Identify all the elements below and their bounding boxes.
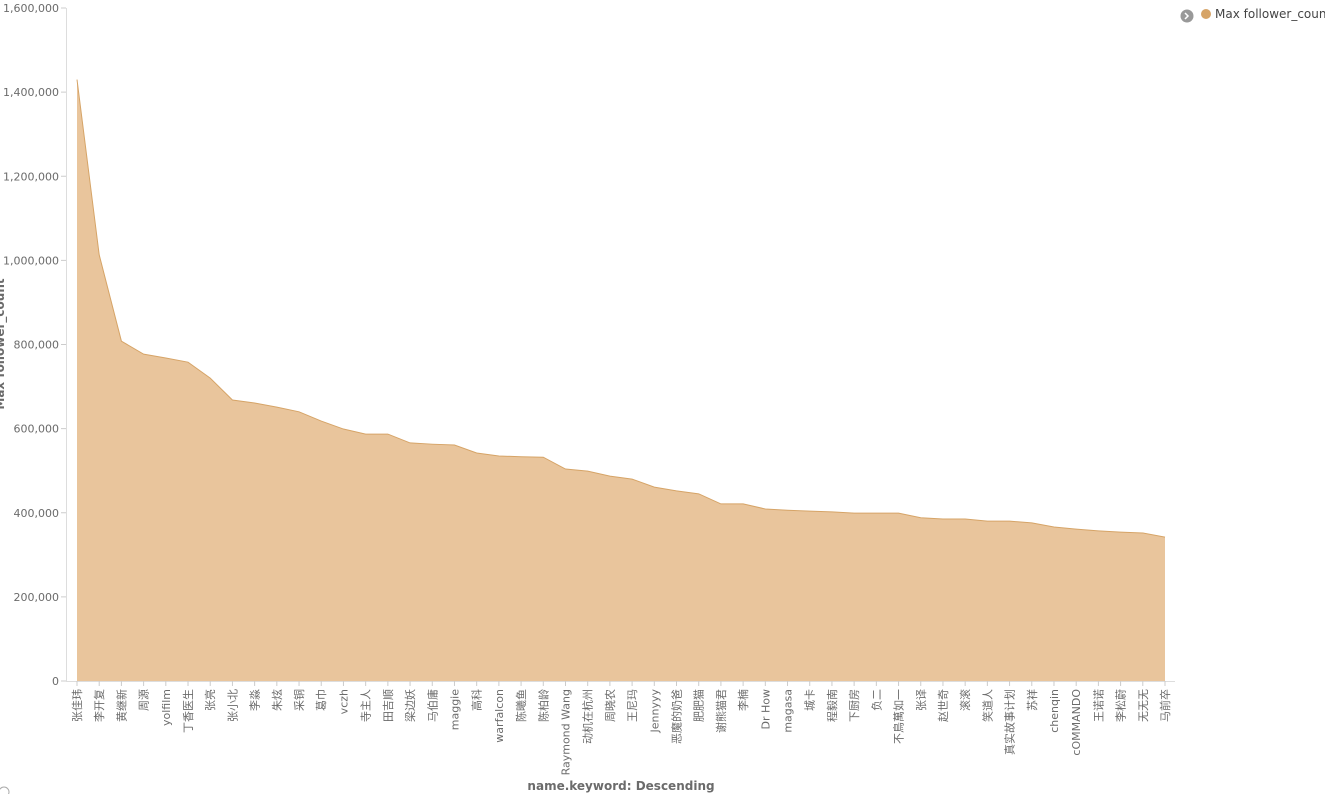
x-tick-label: Dr How [759,689,772,730]
x-tick-label: 陈曦鱼 [514,689,528,722]
x-tick-label: vczh [337,689,350,714]
y-tick-label: 1,200,000 [3,170,59,183]
legend-toggle-icon [1184,12,1190,20]
area-line [76,79,1166,538]
x-tick-label: Raymond Wang [559,689,572,775]
x-tick-label: cOMMANDO [1070,689,1083,756]
x-tick-label: 肥肥猫 [693,689,706,722]
y-tick-label: 400,000 [14,507,60,520]
x-tick-label: warfalcon [493,689,506,743]
x-tick-label: 采铜 [292,689,306,711]
x-tick-label: 张小北 [226,689,239,722]
x-tick-label: 负二 [869,689,883,711]
x-tick-label: 动机在杭州 [581,689,595,744]
y-axis-title: Max follower_count [0,278,8,409]
x-tick-label: 丁香医生 [181,689,195,733]
x-tick-label: Jennyyy [648,689,661,734]
y-tick-label: 600,000 [14,423,60,436]
y-tick-label: 1,600,000 [3,2,59,15]
x-tick-label: 周晓农 [603,689,617,722]
x-tick-label: 李松蔚 [1114,689,1128,722]
x-tick-label: 李淼 [248,689,262,711]
x-tick-label: 田吉顺 [382,689,395,722]
x-tick-label: 滚滚 [958,689,972,711]
x-tick-label: 苏祥 [1025,689,1039,711]
x-tick-label: 朱炫 [270,689,284,711]
x-tick-label: 寺主人 [360,689,373,722]
x-tick-label: 笑道人 [980,689,994,722]
x-tick-label: 谢熊猫君 [714,689,728,733]
x-tick-label: 程毅南 [825,689,839,722]
y-tick-label: 200,000 [14,591,60,604]
x-tick-label: maggie [448,689,461,730]
y-tick-label: 1,000,000 [3,254,59,267]
x-tick-label: 葛巾 [314,689,328,711]
x-tick-label: 恶魔的奶爸 [670,689,684,744]
x-tick-label: 下厨房 [848,689,861,722]
x-tick-label: 张佳玮 [70,689,84,722]
x-tick-label: 赵世奇 [936,689,950,722]
x-tick-label: 李开复 [92,689,106,722]
area [77,79,1165,682]
x-tick-label: chenqin [1048,689,1061,733]
x-tick-label: 张亮 [203,689,217,711]
x-tick-label: 城卡 [804,689,817,711]
x-tick-label: 张译 [915,689,928,711]
x-tick-label: 真实故事计划 [1003,689,1017,755]
x-tick-label: 无无无 [1137,689,1150,722]
x-tick-label: 周源 [137,689,151,711]
x-tick-label: yolfilm [160,689,173,726]
x-tick-label: 陈柏龄 [536,689,550,722]
x-tick-label: 王诺诺 [1092,689,1105,722]
x-tick-label: 黄继新 [114,689,128,722]
y-tick-label: 1,400,000 [3,86,59,99]
x-axis-title: name.keyword: Descending [527,779,714,793]
x-tick-label: 王尼玛 [626,689,639,722]
x-tick-label: 不鳥萬如一 [892,689,906,744]
x-tick-label: 梁边妖 [403,689,417,722]
x-tick-label: 李楠 [736,689,750,711]
collapse-icon[interactable] [0,786,10,798]
y-tick-label: 0 [52,675,59,688]
x-tick-label: 马前卒 [1158,689,1172,722]
legend-label: Max follower_count [1215,7,1325,21]
legend-swatch [1201,9,1211,19]
x-tick-label: 马伯庸 [425,689,439,722]
y-tick-label: 800,000 [14,339,60,352]
x-tick-label: magasa [782,689,795,733]
x-tick-label: 高科 [470,689,484,711]
